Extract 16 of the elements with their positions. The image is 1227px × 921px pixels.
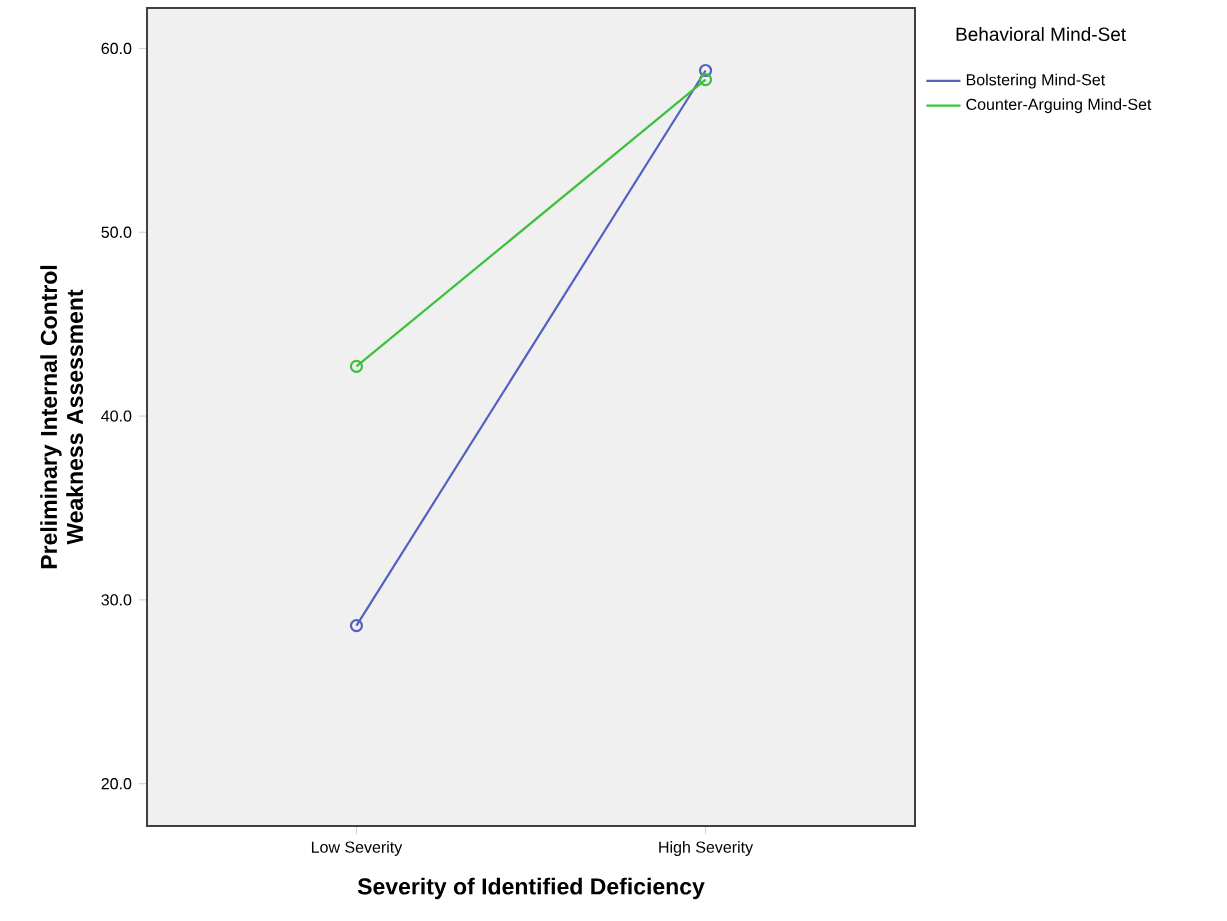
legend-label: Bolstering Mind-Set bbox=[966, 73, 1106, 89]
x-axis-title: Severity of Identified Deficiency bbox=[357, 877, 705, 900]
y-tick-label: 50.0 bbox=[101, 226, 132, 238]
y-tick-label: 40.0 bbox=[101, 410, 132, 422]
y-tick-label: 30.0 bbox=[101, 594, 132, 606]
point bbox=[698, 63, 713, 78]
point bbox=[698, 73, 713, 87]
x-tick-label: High Severity bbox=[659, 841, 754, 856]
y-tick-label: 20.0 bbox=[101, 778, 132, 790]
point bbox=[349, 619, 364, 633]
y-axis-title: Preliminary Internal Control Weakness Assessment bbox=[40, 265, 84, 569]
x-tick-label: Low Severity bbox=[311, 841, 403, 856]
legend-title: Behavioral Mind-Set bbox=[956, 27, 1126, 42]
legend-label: Counter-Arguing Mind-Set bbox=[966, 98, 1152, 114]
point bbox=[349, 359, 364, 374]
y-tick-label: 60.0 bbox=[101, 42, 132, 55]
